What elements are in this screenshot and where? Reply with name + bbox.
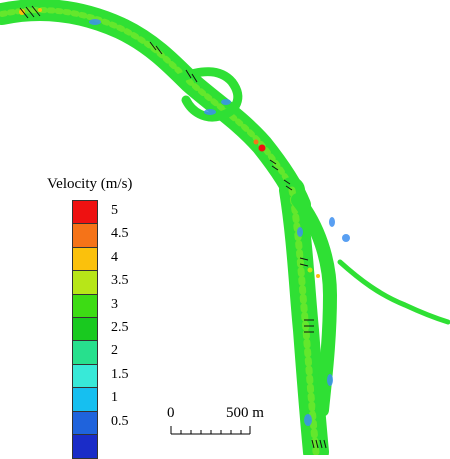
legend-swatch: [73, 224, 97, 248]
legend-label: 4.5: [111, 226, 129, 242]
velocity-vectors: [19, 5, 327, 449]
fast-flow-zones: [19, 8, 320, 278]
legend-swatch: [73, 388, 97, 412]
legend-label: 2: [111, 343, 118, 359]
legend-label: 5: [111, 203, 118, 218]
legend-swatch: [73, 341, 97, 365]
legend-label: 4: [111, 249, 118, 265]
legend-label: 0.5: [111, 413, 129, 429]
left-branch-texture: [288, 186, 320, 455]
right-branch: [291, 193, 338, 417]
scale-start-label: 0: [167, 405, 175, 421]
legend-title: Velocity (m/s): [47, 176, 133, 192]
scale-bar-graphic: [170, 426, 251, 435]
legend-label: 3: [111, 296, 118, 312]
legend-label: 3.5: [111, 273, 129, 289]
legend-swatch: [73, 364, 97, 389]
legend-label: 1: [111, 390, 118, 406]
scale-end-label: 500 m: [226, 405, 264, 421]
legend-swatch: [73, 411, 97, 435]
legend-swatch: [73, 294, 97, 318]
legend-color-bar: [72, 200, 98, 459]
legend-swatch: [73, 247, 97, 272]
legend-swatch: [73, 271, 97, 295]
legend-label: 1.5: [111, 366, 129, 382]
legend-swatch: [73, 317, 97, 342]
legend-label: 2.5: [111, 320, 129, 335]
slow-flow-zones: [89, 19, 350, 426]
legend-swatch: [73, 434, 97, 459]
legend-swatch: [73, 201, 97, 225]
tributary: [337, 259, 450, 325]
side-arm-upper: [175, 67, 243, 122]
